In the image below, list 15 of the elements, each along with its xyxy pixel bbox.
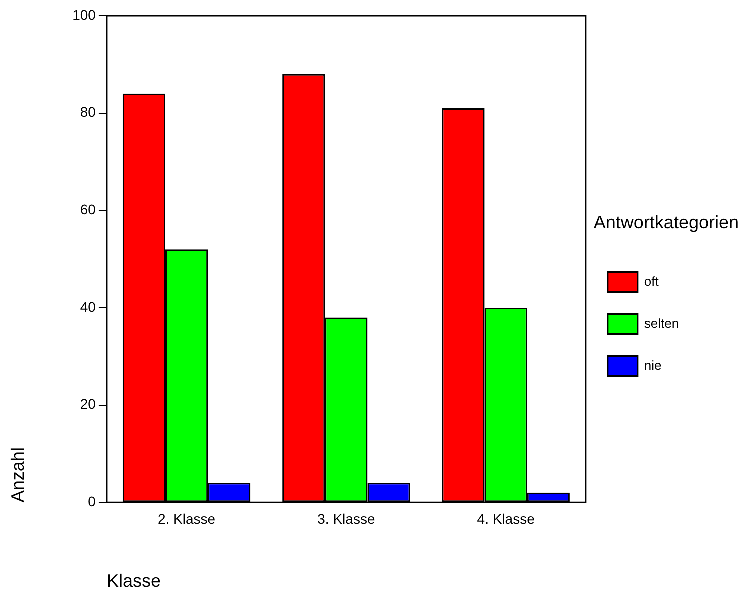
y-tick-label: 20 (80, 396, 96, 412)
legend-title: Antwortkategorien (594, 212, 740, 233)
y-tick-label: 0 (88, 493, 96, 510)
y-tick-label: 40 (80, 298, 96, 315)
y-tick-label: 100 (72, 6, 96, 23)
y-tick-label: 60 (80, 202, 96, 218)
y-tick-label: 80 (80, 104, 96, 120)
legend-label: oft (644, 274, 660, 289)
legend-label: nie (644, 358, 662, 373)
x-tick-label: 2. Klasse (158, 510, 216, 527)
legend-label: selten (644, 316, 680, 331)
x-tick-label: 4. Klasse (477, 510, 536, 527)
y-axis-title: Anzahl (8, 448, 28, 503)
x-tick-label: 3. Klasse (318, 510, 376, 527)
x-axis-title: Klasse (106, 571, 161, 592)
